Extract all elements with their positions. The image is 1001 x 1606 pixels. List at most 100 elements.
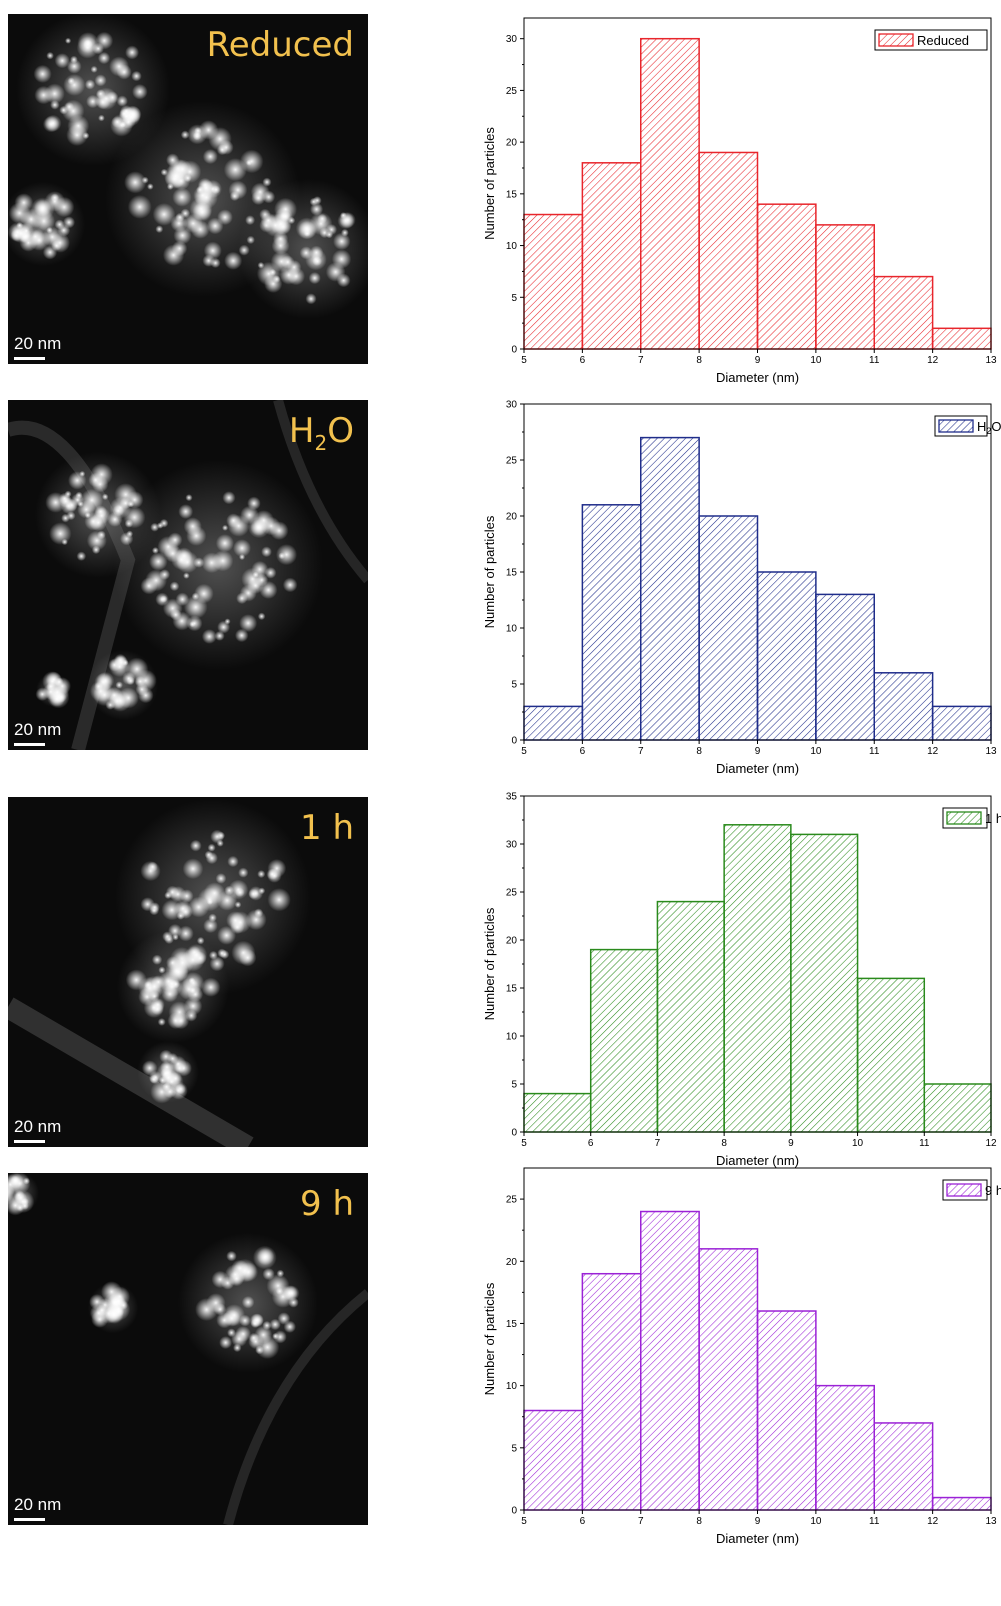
legend-swatch (938, 419, 974, 433)
nanoparticle (106, 1297, 131, 1322)
y-tick-label: 0 (511, 736, 517, 747)
x-tick-label: 10 (810, 355, 822, 366)
y-tick-label: 25 (506, 86, 518, 97)
nanoparticle (257, 612, 266, 621)
nanoparticle (125, 969, 147, 991)
nanoparticle (331, 249, 352, 269)
nanoparticle (140, 860, 161, 882)
nanoparticle (283, 1320, 296, 1333)
nanoparticle (175, 212, 185, 222)
nanoparticle (175, 592, 190, 607)
x-tick-label: 9 (755, 746, 761, 757)
x-axis-label: Diameter (nm) (716, 370, 799, 385)
y-tick-label: 5 (511, 1080, 517, 1091)
nanoparticle (42, 671, 63, 692)
y-tick-label: 25 (506, 888, 518, 899)
scale-bar (14, 743, 45, 746)
nanoparticle (215, 534, 234, 553)
y-tick-label: 30 (506, 400, 518, 411)
scale-bar (14, 1140, 45, 1143)
nanoparticle (155, 225, 164, 234)
nanoparticle (169, 1081, 188, 1100)
nanoparticle (151, 975, 166, 989)
histogram-bar (640, 1210, 700, 1511)
nanoparticle (175, 1060, 192, 1077)
histogram-bar (656, 900, 725, 1133)
y-tick-label: 25 (506, 1195, 518, 1206)
nanoparticle (59, 105, 69, 115)
y-tick-label: 15 (506, 568, 518, 579)
nanoparticle (178, 504, 194, 519)
nanoparticle (308, 271, 321, 285)
nanoparticle (119, 105, 133, 118)
nanoparticle (195, 1297, 219, 1322)
y-tick-label: 20 (506, 936, 518, 947)
x-tick-label: 7 (638, 1516, 644, 1527)
nanoparticle (76, 551, 87, 561)
nanoparticle (150, 522, 160, 532)
x-tick-label: 11 (869, 1516, 880, 1527)
nanoparticle (169, 581, 180, 592)
nanoparticle (222, 524, 229, 531)
scale-bar-label: 20 nm (14, 720, 62, 739)
histogram-bar (698, 515, 759, 741)
nanoparticle (108, 692, 126, 710)
nanoparticle (50, 100, 60, 110)
nanoparticle (339, 211, 356, 229)
y-tick-label: 30 (506, 34, 518, 45)
x-tick-label: 13 (985, 746, 997, 757)
panel-label: Reduced (206, 25, 354, 65)
histogram-9h: 0 5 10 15 20 25 5 6 7 8 9 10 11 12 13 Diameter (nm) Numb… (478, 1162, 1001, 1602)
y-tick-label: 0 (511, 345, 517, 356)
nanoparticle (267, 859, 287, 878)
histogram-bar (873, 672, 934, 741)
x-tick-label: 12 (927, 746, 939, 757)
nanoparticle (220, 1276, 235, 1290)
y-axis-label: Number of particles (482, 127, 497, 240)
histogram-bar (581, 162, 642, 350)
x-tick-label: 5 (521, 1516, 527, 1527)
nanoparticle (312, 196, 322, 205)
nanoparticle (115, 681, 123, 689)
nanoparticle (61, 513, 70, 523)
x-tick-label: 8 (696, 746, 702, 757)
nanoparticle (250, 519, 268, 536)
panel-label: H2O (288, 411, 354, 455)
y-tick-label: 10 (506, 1381, 518, 1392)
nanoparticle (82, 132, 90, 140)
nanoparticle (165, 885, 179, 899)
nanoparticle (185, 943, 208, 966)
nanoparticle (213, 1303, 227, 1316)
nanoparticle (271, 236, 290, 255)
x-tick-label: 5 (521, 746, 527, 757)
tem-micrograph (8, 14, 368, 319)
nanoparticle (255, 1335, 280, 1360)
nanoparticle (79, 470, 86, 477)
histogram-bar (523, 1092, 592, 1133)
tem-micrograph (8, 1173, 368, 1525)
histogram-bar (756, 1310, 817, 1511)
nanoparticle (187, 986, 204, 1003)
nanoparticle (275, 1287, 284, 1295)
nanoparticle (224, 251, 243, 270)
nanoparticle (175, 547, 193, 565)
nanoparticle (283, 1285, 300, 1301)
histogram-bar (523, 1409, 584, 1511)
x-tick-label: 5 (521, 355, 527, 366)
nanoparticle (97, 51, 111, 65)
nanoparticle (138, 987, 156, 1006)
nanoparticle (210, 829, 225, 844)
histogram-h2o: 0 5 10 15 20 25 30 5 6 7 8 9 10 11 12 13 Diameter (nm) Nu… (478, 398, 1001, 783)
nanoparticle (188, 896, 210, 918)
nanoparticle (233, 1258, 257, 1283)
nanoparticle (250, 1318, 260, 1329)
y-axis-label: Number of particles (482, 515, 497, 628)
histogram-reduced: 0 5 10 15 20 25 30 5 6 7 8 9 10 11 12 13 Diameter (nm) Nu… (478, 12, 1001, 392)
x-tick-label: 10 (852, 1138, 864, 1149)
y-tick-label: 0 (511, 1506, 517, 1517)
nanoparticle (183, 595, 208, 619)
nanoparticle (172, 187, 192, 207)
x-tick-label: 11 (869, 355, 880, 366)
